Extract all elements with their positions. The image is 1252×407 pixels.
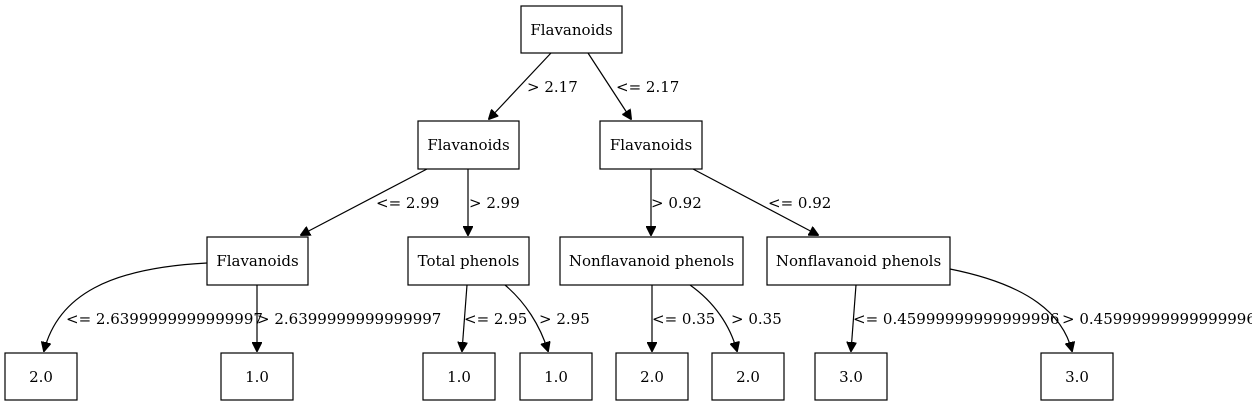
edge-line [489, 52, 552, 119]
edge-label: <= 2.95 [464, 310, 527, 328]
node-n11: 2.0 [615, 352, 689, 401]
node-box [559, 236, 744, 286]
edge-e0: > 2.17 [489, 52, 578, 119]
edge-label: > 0.92 [651, 194, 702, 212]
node-n10: 1.0 [519, 352, 593, 401]
edge-label: <= 0.92 [768, 194, 831, 212]
node-label: Total phenols [418, 252, 520, 270]
edge-line [462, 284, 467, 351]
node-box [4, 352, 78, 401]
edge-label: > 2.99 [469, 194, 520, 212]
edge-label: <= 0.35 [652, 310, 715, 328]
edge-e7: > 2.6399999999999997 [257, 285, 441, 351]
node-label: 1.0 [245, 368, 269, 386]
edges: > 2.17 <= 2.17 <= 2.99 > 2.99 > 0.92 <= … [44, 52, 1252, 351]
node-box [711, 352, 785, 401]
node-n12: 2.0 [711, 352, 785, 401]
node-n4: Total phenols [407, 236, 530, 286]
edge-label: > 0.35 [731, 310, 782, 328]
edge-label: <= 2.6399999999999997 [66, 310, 263, 328]
node-n1: Flavanoids [417, 120, 520, 170]
node-box [814, 352, 888, 401]
edge-e12: <= 0.45999999999999996 [851, 284, 1059, 351]
node-box [407, 236, 530, 286]
node-label: 3.0 [1065, 368, 1089, 386]
edge-e4: > 0.92 [651, 169, 702, 235]
edge-e11: > 0.35 [689, 284, 782, 351]
node-label: Flavanoids [530, 21, 612, 39]
node-n5: Nonflavanoid phenols [559, 236, 744, 286]
node-box [766, 236, 951, 286]
node-label: 1.0 [544, 368, 568, 386]
node-n3: Flavanoids [206, 236, 309, 286]
node-label: Nonflavanoid phenols [569, 252, 734, 270]
edge-label: <= 2.99 [376, 194, 439, 212]
node-n8: 1.0 [220, 352, 294, 401]
edge-line [504, 284, 548, 351]
edge-line [692, 168, 818, 235]
edge-e1: <= 2.17 [587, 52, 679, 119]
edge-line [44, 262, 208, 351]
node-box [599, 120, 703, 170]
node-n7: 2.0 [4, 352, 78, 401]
node-n13: 3.0 [814, 352, 888, 401]
node-label: 1.0 [447, 368, 471, 386]
edge-e6: <= 2.6399999999999997 [44, 262, 263, 351]
node-box [206, 236, 309, 286]
node-n6: Nonflavanoid phenols [766, 236, 951, 286]
node-box [615, 352, 689, 401]
node-label: Nonflavanoid phenols [776, 252, 941, 270]
edge-e2: <= 2.99 [301, 168, 439, 235]
edge-label: > 2.6399999999999997 [257, 310, 441, 328]
edge-e8: <= 2.95 [462, 284, 527, 351]
edge-label: > 0.45999999999999996 [1062, 310, 1252, 328]
node-box [417, 120, 520, 170]
edge-label: > 2.17 [527, 78, 578, 96]
node-label: 3.0 [839, 368, 863, 386]
node-n14: 3.0 [1040, 352, 1114, 401]
edge-line [689, 284, 737, 351]
edge-e3: > 2.99 [468, 169, 520, 235]
node-label: Flavanoids [216, 252, 298, 270]
node-box [519, 352, 593, 401]
edge-label: <= 0.45999999999999996 [853, 310, 1059, 328]
node-label: 2.0 [29, 368, 53, 386]
node-label: 2.0 [736, 368, 760, 386]
node-label: Flavanoids [610, 136, 692, 154]
node-n9: 1.0 [422, 352, 496, 401]
node-label: Flavanoids [427, 136, 509, 154]
nodes: Flavanoids Flavanoids Flavanoids Flavano… [4, 5, 1114, 401]
node-label: 2.0 [640, 368, 664, 386]
edge-e9: > 2.95 [504, 284, 590, 351]
edge-e10: <= 0.35 [652, 285, 715, 351]
edge-line [949, 268, 1072, 351]
edge-label: <= 2.17 [616, 78, 679, 96]
edge-line [851, 284, 856, 351]
node-box [520, 5, 623, 54]
node-n2: Flavanoids [599, 120, 703, 170]
node-box [422, 352, 496, 401]
edge-line [301, 168, 428, 235]
edge-e13: > 0.45999999999999996 [949, 268, 1252, 351]
node-box [220, 352, 294, 401]
edge-label: > 2.95 [539, 310, 590, 328]
edge-e5: <= 0.92 [692, 168, 831, 235]
node-box [1040, 352, 1114, 401]
edge-line [587, 52, 631, 119]
node-n0: Flavanoids [520, 5, 623, 54]
